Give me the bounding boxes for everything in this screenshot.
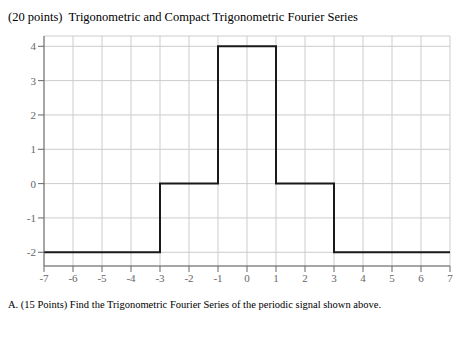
svg-text:-3: -3 <box>155 272 165 284</box>
svg-text:-1: -1 <box>27 212 36 224</box>
svg-text:-7: -7 <box>39 272 49 284</box>
svg-text:7: 7 <box>447 272 453 284</box>
svg-text:3: 3 <box>331 272 337 284</box>
html-text:A. (15 Points) Find the Trigon: A. (15 Points) Find the Trigonometric Fo… <box>8 299 381 310</box>
svg-text:6: 6 <box>418 272 424 284</box>
svg-text:0: 0 <box>244 272 250 284</box>
svg-text:-4: -4 <box>126 272 136 284</box>
svg-text:5: 5 <box>389 272 395 284</box>
svg-text:1: 1 <box>273 272 279 284</box>
svg-text:2: 2 <box>31 109 37 121</box>
svg-text:2: 2 <box>302 272 308 284</box>
svg-text:-2: -2 <box>27 246 36 258</box>
svg-text:4: 4 <box>31 40 37 52</box>
svg-text:-2: -2 <box>184 272 193 284</box>
svg-text:4: 4 <box>360 272 366 284</box>
svg-text:-1: -1 <box>213 272 222 284</box>
svg-text:-5: -5 <box>97 272 107 284</box>
svg-text:1: 1 <box>31 143 37 155</box>
html-text:(20 points) Trigonometric and: (20 points) Trigonometric and Compact Tr… <box>8 10 358 24</box>
svg-text:0: 0 <box>31 178 37 190</box>
svg-text:3: 3 <box>31 75 37 87</box>
svg-text:-6: -6 <box>68 272 78 284</box>
